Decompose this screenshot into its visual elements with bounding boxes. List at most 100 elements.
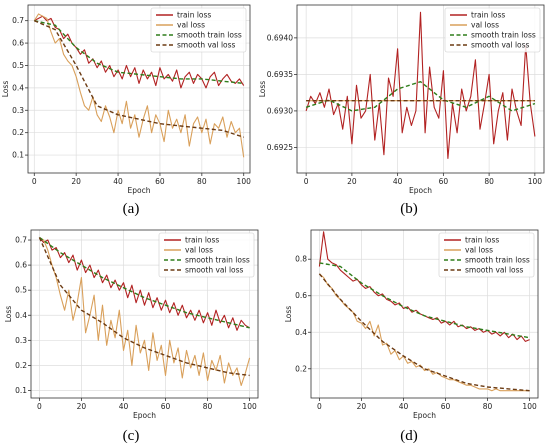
x-tick-label: 0: [37, 402, 42, 411]
y-tick-label: 0.1: [15, 386, 27, 395]
chart-panel-4: 0 20 40 60 80 100 0.2 0.4 0.6 0.8 Epoch Loss train l…: [284, 229, 539, 444]
legend-entry: train loss: [471, 11, 505, 20]
x-tick-label: 40: [393, 177, 403, 186]
series-line-val-loss: [39, 237, 251, 387]
series-line-smooth-train-loss: [34, 20, 244, 85]
x-axis-label: Epoch: [133, 411, 156, 420]
x-tick-label: 80: [203, 402, 213, 411]
axes-frame: [27, 4, 251, 174]
series-line-smooth-train-loss: [319, 262, 530, 339]
x-axis-label: Epoch: [409, 186, 432, 195]
x-tick-label: 20: [347, 177, 357, 186]
x-tick-label: 60: [155, 177, 165, 186]
legend-entry: train loss: [465, 236, 499, 245]
legend-entry: smooth train loss: [185, 256, 250, 265]
y-axis-label: Loss: [284, 306, 293, 323]
legend-entry: val loss: [471, 21, 499, 30]
x-tick-label: 60: [161, 402, 171, 411]
y-tick-label: 0.7: [15, 236, 27, 245]
legend-entry: smooth val loss: [471, 41, 530, 50]
series-line-smooth-val-loss: [318, 273, 530, 392]
x-tick-label: 100: [237, 177, 252, 186]
legend-box: [158, 232, 255, 278]
legend-box: [438, 232, 535, 278]
y-axis-label: Loss: [4, 306, 13, 323]
axes-frame: [296, 4, 545, 174]
y-tick-label: 0.3: [12, 106, 24, 115]
x-tick-label: 0: [317, 402, 322, 411]
series-line-smooth-train-loss: [38, 236, 250, 329]
y-axis-label: Loss: [258, 81, 267, 98]
series-line-smooth-val-loss: [38, 237, 250, 377]
x-tick-label: 20: [357, 402, 367, 411]
x-tick-label: 0: [304, 177, 309, 186]
y-tick-label: 0.4: [295, 328, 307, 337]
legend-entry: smooth val loss: [177, 41, 236, 50]
legend-entry: smooth train loss: [465, 256, 530, 265]
panel-label: (d): [400, 428, 418, 444]
legend-box: [444, 7, 541, 53]
legend-entry: smooth val loss: [465, 266, 524, 275]
y-tick-label: 0.5: [12, 61, 24, 70]
x-tick-label: 40: [399, 402, 409, 411]
y-axis-label: Loss: [1, 81, 10, 98]
y-tick-label: 0.8: [295, 255, 307, 264]
legend-entry: val loss: [185, 246, 213, 255]
panel-label: (a): [123, 201, 140, 217]
legend-entry: smooth train loss: [471, 31, 536, 40]
legend-entry: smooth train loss: [177, 31, 242, 40]
x-tick-label: 40: [113, 177, 123, 186]
y-tick-label: 0.3: [15, 336, 27, 345]
legend-entry: train loss: [185, 236, 219, 245]
legend-entry: smooth val loss: [185, 266, 244, 275]
y-tick-label: 0.2: [295, 364, 307, 373]
y-tick-label: 0.6: [295, 291, 307, 300]
x-tick-label: 100: [528, 177, 543, 186]
y-tick-label: 0.7: [12, 16, 24, 25]
axes-frame: [310, 229, 539, 399]
x-tick-label: 100: [522, 402, 537, 411]
chart-panel-2: 0 20 40 60 80 100 0.6925 0.6930 0.6935 0.6940 Epoc…: [258, 4, 545, 217]
panel-label: (b): [400, 201, 418, 217]
legend-entry: train loss: [177, 11, 211, 20]
x-tick-label: 80: [484, 177, 494, 186]
series-line-val-loss: [319, 273, 530, 392]
x-tick-label: 20: [77, 402, 87, 411]
x-tick-label: 60: [439, 177, 449, 186]
series-line-val-loss: [33, 13, 245, 158]
y-tick-label: 0.6935: [267, 70, 293, 79]
x-axis-label: Epoch: [413, 411, 436, 420]
legend-entry: val loss: [465, 246, 493, 255]
y-tick-label: 0.2: [12, 128, 24, 137]
x-tick-label: 80: [197, 177, 207, 186]
y-tick-label: 0.6: [12, 39, 24, 48]
axes-frame: [30, 229, 259, 399]
x-tick-label: 0: [32, 177, 37, 186]
x-tick-label: 20: [71, 177, 81, 186]
series-line-smooth-train-loss: [305, 81, 536, 112]
legend-entry: val loss: [177, 21, 205, 30]
y-tick-label: 0.6925: [267, 143, 293, 152]
x-tick-label: 40: [119, 402, 129, 411]
series-line-train-loss: [34, 15, 245, 89]
x-tick-label: 80: [483, 402, 493, 411]
chart-panel-3: 0 20 40 60 80 100 0.1 0.2 0.3 0.4 0.5 0.6 0.7 Epoch Lo…: [4, 229, 259, 444]
y-tick-label: 0.4: [12, 83, 24, 92]
y-tick-label: 0.4: [15, 311, 27, 320]
series-line-train-loss: [38, 237, 250, 331]
y-tick-label: 0.2: [15, 361, 27, 370]
y-tick-label: 0.6930: [267, 106, 293, 115]
chart-panel-1: 0 20 40 60 80 100 0.1 0.2 0.3 0.4 0.5 0.6 0.7 Epoch Lo…: [1, 4, 252, 217]
x-tick-label: 60: [441, 402, 451, 411]
x-tick-label: 100: [242, 402, 257, 411]
y-tick-label: 0.5: [15, 286, 27, 295]
legend-box: [150, 7, 247, 53]
y-tick-label: 0.1: [12, 151, 24, 160]
panel-label: (c): [123, 428, 140, 444]
x-axis-label: Epoch: [128, 186, 151, 195]
y-tick-label: 0.6940: [267, 33, 293, 42]
y-tick-label: 0.6: [15, 261, 27, 270]
series-line-train-loss: [305, 11, 536, 159]
series-line-smooth-val-loss: [34, 20, 244, 138]
